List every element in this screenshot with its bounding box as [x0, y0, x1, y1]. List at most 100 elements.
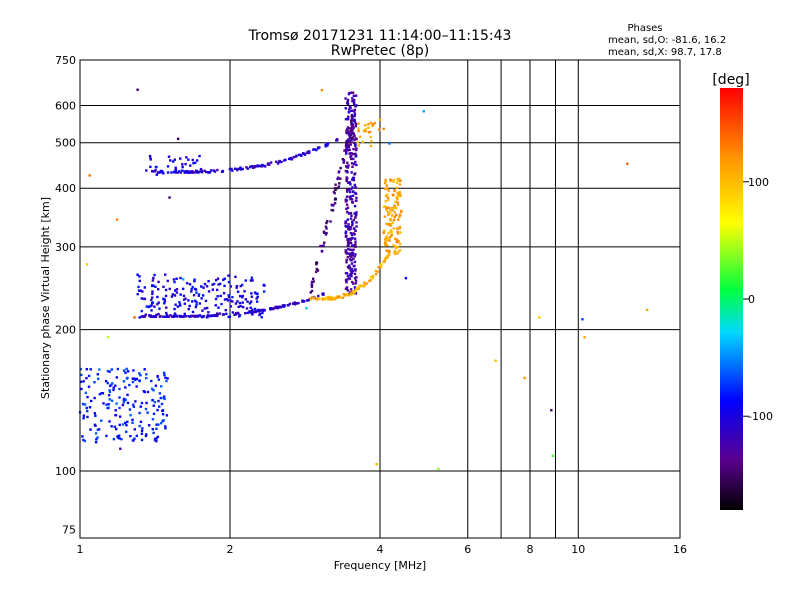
data-point: [132, 405, 136, 408]
data-point: [186, 282, 189, 285]
data-point: [382, 127, 385, 131]
data-point: [354, 268, 357, 271]
data-point: [645, 308, 649, 312]
data-point: [297, 301, 300, 305]
data-point: [230, 167, 233, 171]
data-point: [373, 121, 377, 125]
data-point: [195, 171, 199, 174]
data-point: [345, 280, 348, 284]
data-point: [140, 309, 143, 313]
data-point: [139, 420, 143, 424]
data-point: [139, 374, 142, 377]
data-point: [324, 233, 328, 236]
data-point: [89, 428, 92, 431]
data-point: [261, 163, 264, 167]
data-point: [349, 255, 352, 258]
data-point: [198, 154, 201, 158]
data-point: [133, 428, 136, 431]
data-point: [260, 316, 263, 319]
data-point: [355, 221, 358, 224]
data-point: [159, 170, 162, 174]
data-point: [158, 405, 161, 408]
data-point: [350, 152, 353, 155]
chart-subtitle: RwPretec (8p): [331, 43, 429, 59]
data-point: [293, 303, 297, 306]
data-point: [156, 295, 159, 299]
data-point: [124, 386, 127, 389]
data-point: [352, 141, 356, 145]
stats-line-o: mean, sd,O: -81.6, 16.2: [608, 35, 726, 46]
data-point: [111, 382, 114, 385]
data-point: [388, 235, 392, 239]
data-point: [354, 212, 358, 216]
data-point: [159, 385, 163, 388]
data-point: [353, 260, 357, 264]
data-point: [94, 440, 98, 444]
data-point: [174, 169, 177, 172]
data-point: [398, 249, 402, 252]
data-point: [352, 162, 356, 166]
data-point: [371, 277, 374, 280]
data-point: [334, 183, 337, 186]
data-point: [344, 220, 347, 223]
data-point: [344, 150, 348, 154]
data-point: [144, 313, 147, 316]
data-point: [354, 240, 357, 243]
data-point: [138, 372, 141, 375]
colorbar: [720, 88, 743, 510]
data-point: [185, 169, 189, 173]
y-axis-ticks: 75 100 200 300 400 500 600 750: [55, 54, 76, 537]
data-point: [83, 403, 87, 406]
data-point: [121, 403, 125, 407]
data-point: [172, 315, 176, 318]
data-point: [348, 277, 352, 280]
data-point: [283, 159, 286, 162]
data-point: [345, 188, 349, 192]
data-point: [397, 179, 401, 183]
data-point: [349, 269, 352, 272]
data-point: [347, 225, 350, 228]
data-point: [346, 161, 349, 165]
data-point: [236, 300, 239, 303]
data-point: [215, 288, 219, 292]
data-point: [347, 293, 351, 297]
data-point: [145, 401, 148, 405]
data-point: [252, 310, 255, 313]
data-point: [80, 373, 83, 377]
y-axis-label: Stationary phase Virtual Height [km]: [39, 197, 52, 399]
data-point: [310, 283, 313, 286]
data-point: [118, 396, 121, 399]
data-point: [349, 291, 353, 295]
data-point: [350, 267, 354, 271]
data-point: [353, 110, 356, 113]
data-point: [330, 208, 333, 212]
data-point: [246, 167, 249, 170]
data-point: [165, 379, 168, 383]
data-point: [269, 161, 273, 164]
data-point: [337, 295, 340, 299]
data-point: [124, 421, 127, 425]
data-point: [214, 297, 218, 301]
data-point: [342, 159, 345, 162]
data-point: [306, 151, 309, 154]
data-point: [124, 398, 127, 401]
data-point: [115, 427, 118, 431]
data-point: [211, 314, 214, 318]
data-point: [626, 162, 629, 165]
data-point: [229, 285, 233, 288]
data-point: [124, 371, 127, 374]
data-point: [132, 369, 135, 372]
data-point: [362, 129, 366, 133]
data-point: [202, 286, 205, 289]
data-point: [335, 296, 338, 299]
data-point: [336, 176, 340, 179]
data-point: [359, 284, 363, 287]
data-point: [349, 183, 352, 186]
data-point: [136, 88, 139, 91]
data-point: [217, 283, 220, 286]
data-point: [352, 132, 355, 135]
data-point: [118, 423, 121, 427]
data-point: [353, 138, 356, 141]
data-point: [231, 300, 234, 303]
data-point: [292, 156, 295, 159]
